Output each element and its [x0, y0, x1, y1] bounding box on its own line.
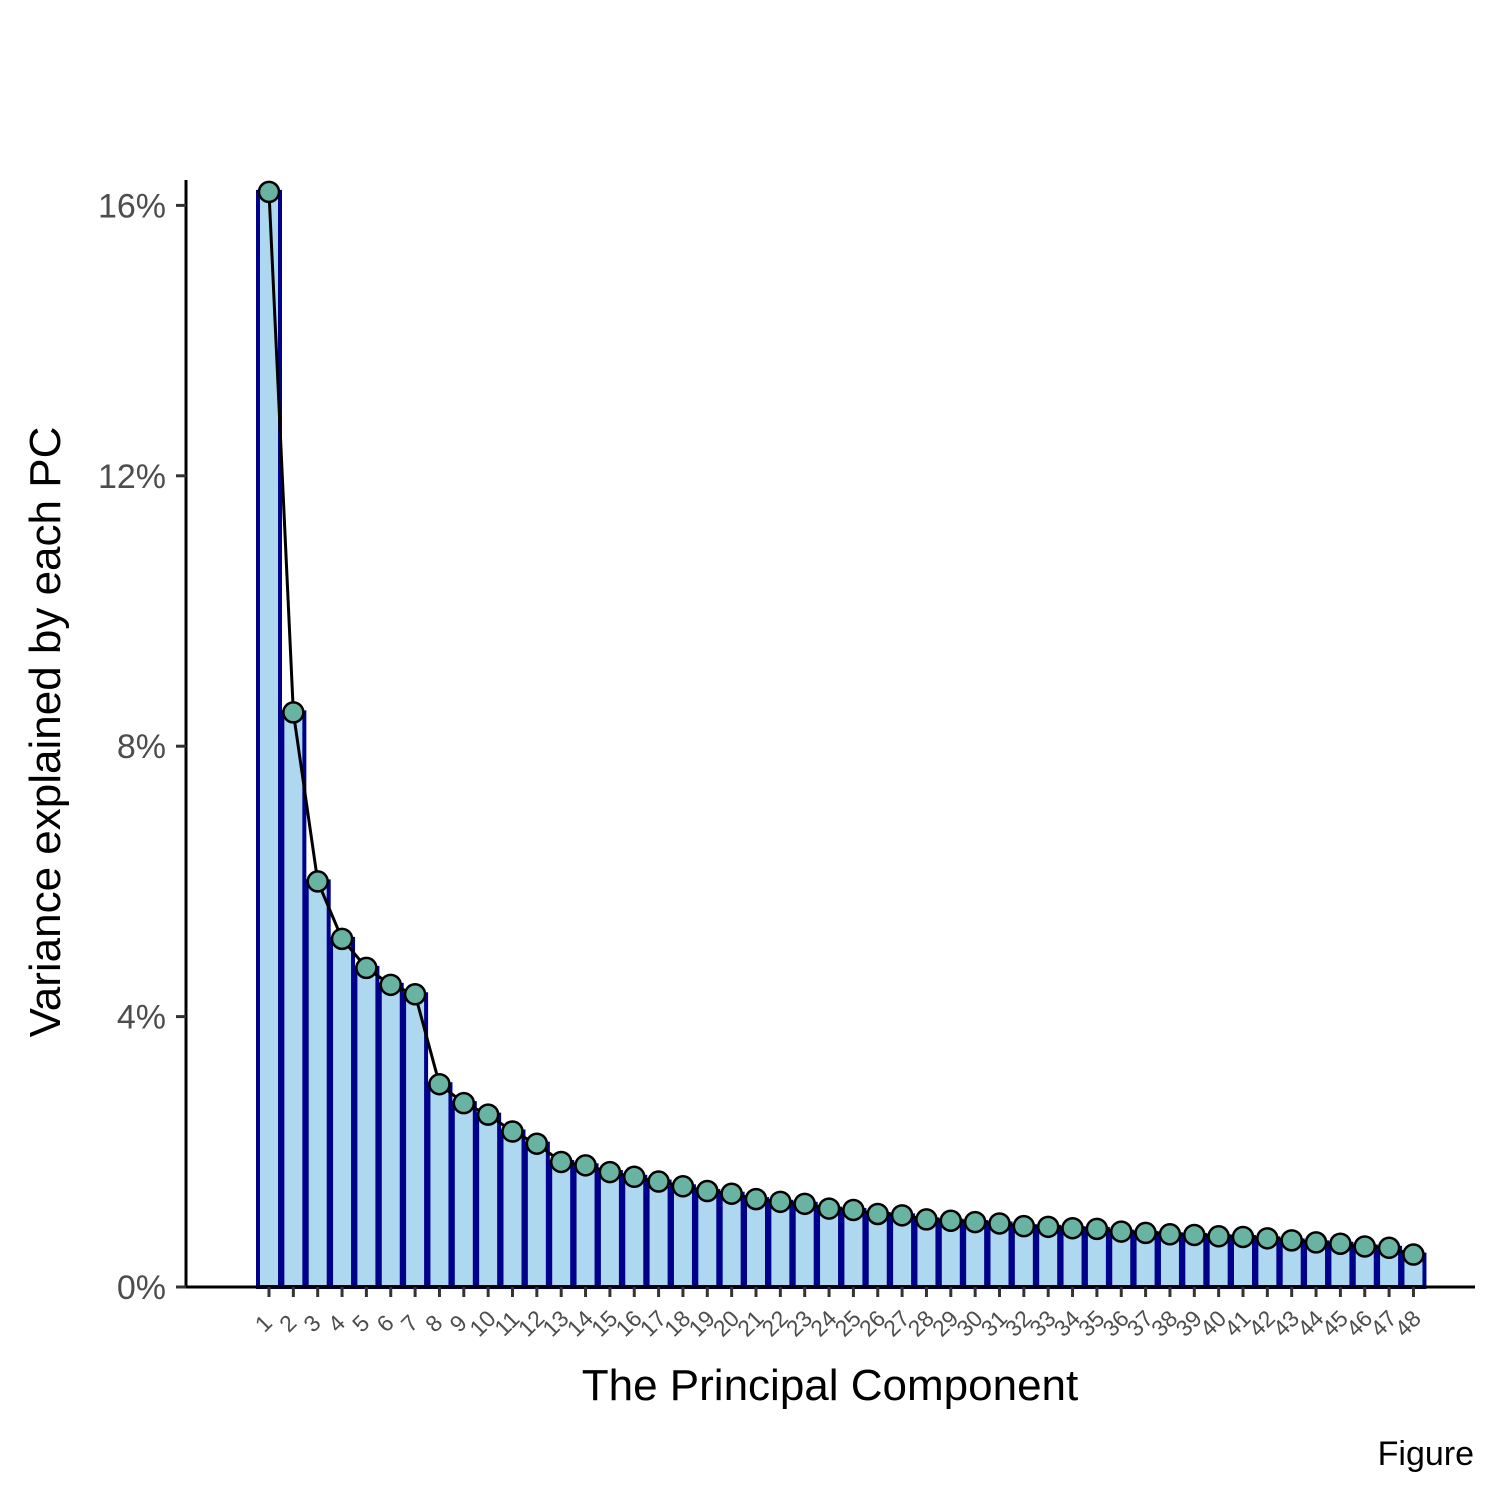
point-pc-5: [355, 956, 378, 980]
x-tick-label: 48: [1390, 1305, 1426, 1341]
point-pc-16: [623, 1165, 646, 1189]
bar-pc-25: [840, 1207, 867, 1289]
point-pc-2: [282, 701, 305, 724]
point-pc-25: [842, 1198, 865, 1222]
bar-pc-5: [353, 965, 380, 1289]
point-pc-14: [574, 1154, 597, 1177]
bar-pc-17: [645, 1179, 672, 1290]
point-pc-38: [1158, 1223, 1182, 1246]
bar-pc-20: [718, 1191, 745, 1289]
point-pc-11: [501, 1120, 524, 1143]
point-pc-10: [476, 1103, 500, 1126]
point-pc-37: [1134, 1221, 1157, 1245]
point-pc-18: [671, 1175, 695, 1198]
point-pc-36: [1110, 1220, 1133, 1243]
point-pc-28: [915, 1208, 938, 1231]
bar-pc-9: [450, 1101, 477, 1289]
point-pc-32: [1012, 1214, 1036, 1238]
bar-pc-24: [816, 1206, 843, 1289]
x-axis-title: The Principal Component: [582, 1361, 1078, 1410]
x-tick-label: 2: [274, 1310, 301, 1337]
bar-pc-4: [329, 936, 356, 1289]
bars-layer: [256, 189, 1427, 1290]
x-tick-label: 6: [371, 1310, 398, 1337]
point-pc-8: [428, 1072, 451, 1096]
x-tick-label: 5: [347, 1310, 374, 1337]
point-pc-43: [1280, 1229, 1303, 1252]
y-tick-label: 12%: [98, 458, 166, 496]
bar-pc-3: [304, 879, 331, 1290]
point-pc-31: [988, 1212, 1011, 1235]
point-pc-23: [793, 1192, 816, 1216]
bar-pc-23: [791, 1201, 818, 1289]
point-pc-35: [1085, 1217, 1109, 1241]
bar-pc-8: [426, 1082, 453, 1289]
bar-pc-22: [767, 1199, 794, 1289]
point-pc-22: [769, 1190, 792, 1214]
point-pc-6: [379, 973, 402, 997]
point-pc-7: [403, 983, 427, 1006]
points-layer: [257, 180, 1425, 1266]
point-pc-20: [720, 1182, 743, 1205]
y-tick-label: 4%: [117, 999, 166, 1037]
bar-pc-10: [475, 1112, 502, 1289]
y-tick-label: 16%: [98, 187, 166, 225]
bar-pc-15: [596, 1170, 623, 1289]
point-pc-48: [1402, 1243, 1425, 1266]
point-pc-47: [1377, 1236, 1401, 1260]
x-tick-label: 7: [396, 1310, 423, 1337]
y-tick-label: 8%: [117, 728, 166, 766]
point-pc-41: [1231, 1225, 1255, 1249]
axes-layer: [176, 180, 1475, 1297]
x-tick-label: 3: [298, 1310, 325, 1337]
point-pc-27: [890, 1204, 914, 1227]
point-pc-4: [330, 927, 354, 951]
bar-pc-21: [743, 1197, 769, 1289]
bar-pc-14: [572, 1163, 599, 1289]
point-pc-15: [598, 1160, 622, 1184]
point-pc-24: [817, 1197, 841, 1220]
point-pc-46: [1353, 1235, 1376, 1258]
point-pc-34: [1061, 1216, 1084, 1240]
x-tick-label: 1: [250, 1310, 277, 1337]
point-pc-13: [549, 1150, 573, 1174]
point-pc-40: [1207, 1225, 1230, 1248]
point-pc-42: [1256, 1227, 1279, 1250]
bar-pc-7: [402, 992, 429, 1289]
bar-pc-19: [694, 1189, 721, 1290]
point-pc-29: [939, 1209, 963, 1232]
figure-caption: Figure: [1378, 1435, 1474, 1473]
y-tick-labels: 0% 4% 8% 12% 16%: [98, 187, 166, 1307]
point-pc-3: [306, 870, 329, 893]
x-tick-label: 4: [323, 1309, 351, 1337]
bar-pc-2: [280, 710, 307, 1289]
bar-pc-11: [499, 1129, 526, 1290]
x-tick-label: 8: [420, 1310, 447, 1337]
point-pc-45: [1329, 1232, 1352, 1255]
point-pc-21: [744, 1187, 768, 1211]
bar-pc-16: [621, 1174, 648, 1290]
y-axis-title: Variance explained by each PC: [21, 427, 70, 1038]
point-pc-26: [866, 1202, 889, 1226]
point-pc-19: [696, 1179, 719, 1203]
point-pc-17: [647, 1170, 670, 1193]
y-tick-label: 0%: [117, 1269, 166, 1307]
bar-pc-6: [377, 982, 404, 1290]
point-pc-30: [963, 1210, 987, 1234]
point-pc-44: [1304, 1231, 1328, 1254]
bar-pc-18: [669, 1184, 696, 1290]
bar-pc-12: [523, 1141, 550, 1289]
point-pc-39: [1183, 1223, 1206, 1247]
point-pc-9: [452, 1091, 476, 1115]
point-pc-12: [525, 1132, 549, 1155]
bar-pc-13: [548, 1159, 575, 1289]
point-pc-1: [257, 180, 281, 204]
point-pc-33: [1036, 1215, 1060, 1239]
x-tick-labels: 1234567891011121314151617181920212223242…: [250, 1305, 1426, 1342]
